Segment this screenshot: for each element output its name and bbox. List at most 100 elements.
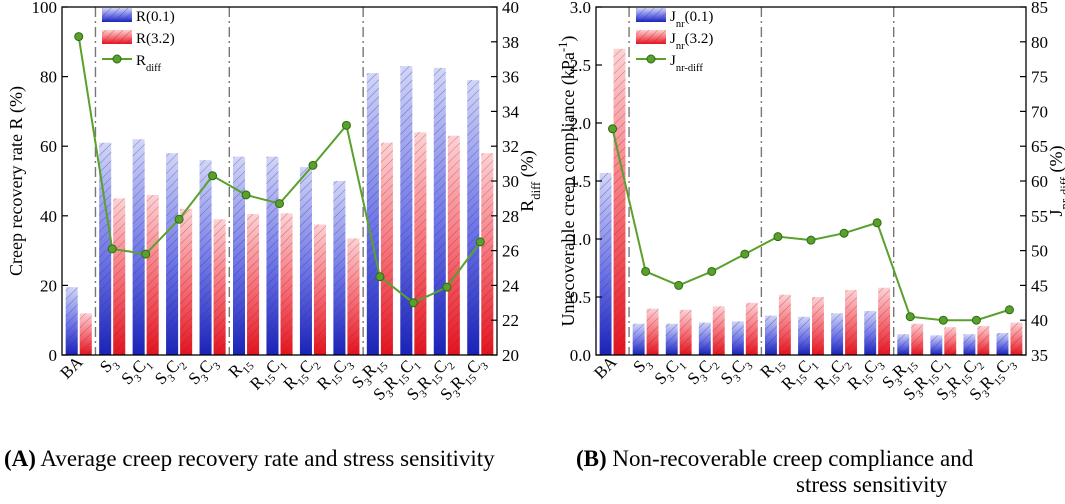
right-tick-label: 20 — [502, 346, 519, 365]
bar-hatch-Jnr(0.1) — [864, 310, 877, 355]
left-tick-label: 40 — [40, 207, 57, 226]
y2-axis-label-part: (%) — [517, 150, 538, 181]
legend-label-Jnr(0.1): Jnr(0.1) — [670, 9, 713, 30]
legend-label-Jnr(3.2): Jnr(3.2) — [670, 31, 713, 52]
bar-hatch-Jnr(3.2) — [745, 302, 758, 355]
legend-label-R(0.1): R(0.1) — [136, 9, 175, 25]
line-point-Rdiff — [275, 199, 284, 209]
legend-marker-Rdiff — [112, 54, 122, 64]
category-label: R15C2 — [811, 352, 855, 396]
y-axis-label: Unrecoverable creep compliance (kPa-1) — [556, 36, 579, 327]
bar-hatch-Jnr(0.1) — [798, 316, 810, 355]
right-tick-label: 36 — [502, 68, 519, 87]
category-label: S3C3 — [717, 352, 756, 391]
bar-hatch-Jnr(3.2) — [646, 308, 659, 355]
legend-swatch-hatch-Jnr(3.2) — [636, 30, 666, 44]
bar-hatch-R(0.1) — [366, 73, 379, 356]
y-axis-label-sup: -1 — [556, 42, 570, 53]
y2-axis-label-part: R — [517, 200, 537, 212]
caption-b-line2: stress sensitivity — [796, 472, 947, 497]
y2-axis-label-sub: nr-diff — [1058, 176, 1065, 209]
left-tick-label: 0.5 — [570, 288, 591, 307]
bar-hatch-R(3.2) — [113, 198, 126, 355]
series-line-Jnr-diff — [611, 128, 1010, 322]
bar-hatch-Jnr(3.2) — [878, 287, 891, 355]
left-tick-label: 3.0 — [570, 0, 591, 17]
legend-marker-Jnr-diff — [646, 54, 656, 64]
bar-hatch-Jnr(3.2) — [977, 326, 990, 355]
right-tick-label: 40 — [502, 0, 519, 17]
legend-label-Jnr(3.2)-part: (3.2) — [685, 31, 714, 47]
bar-hatch-R(3.2) — [247, 214, 260, 355]
line-point-Rdiff — [174, 214, 184, 224]
bar-hatch-R(0.1) — [400, 66, 413, 355]
caption-b-label: (B) — [576, 446, 607, 471]
left-tick-label: 20 — [40, 276, 57, 295]
category-label-base: BA — [590, 352, 621, 383]
right-tick-label: 22 — [502, 311, 519, 330]
line-point-Rdiff — [308, 160, 318, 170]
bar-hatch-Jnr(0.1) — [963, 334, 976, 355]
bar-hatch-R(3.2) — [414, 132, 427, 355]
bar-hatch-R(3.2) — [380, 142, 393, 355]
line-point-Jnr-diff — [938, 315, 948, 325]
legend-label-Jnr-diff-sub: nr-diff — [676, 63, 704, 74]
line-point-Jnr-diff — [740, 249, 750, 259]
line-point-Jnr-diff — [1004, 305, 1014, 315]
legend-label-Jnr-diff-part: J — [670, 53, 676, 69]
bar-hatch-R(3.2) — [481, 153, 494, 355]
bar-hatch-Jnr(3.2) — [812, 297, 824, 355]
line-point-Rdiff — [475, 237, 485, 247]
legend-label-Rdiff-part: R — [136, 53, 146, 69]
y-axis-label-part: Unrecoverable creep compliance (kPa — [558, 52, 579, 326]
caption-a-text: Average creep recovery rate and stress s… — [35, 446, 495, 471]
left-tick-label: 2.0 — [570, 114, 591, 133]
caption-b: (B) Non-recoverable creep compliance and — [576, 446, 973, 471]
bar-hatch-Jnr(3.2) — [778, 294, 791, 355]
category-label: S3R15C3 — [436, 352, 491, 407]
left-tick-label: 100 — [32, 0, 58, 17]
legend-label-Rdiff-sub: diff — [146, 63, 161, 74]
bar-hatch-Jnr(0.1) — [632, 323, 645, 355]
right-tick-label: 30 — [502, 172, 519, 191]
y-axis-label-part: ) — [558, 36, 579, 42]
legend-label-R(3.2)-part: R — [136, 31, 146, 47]
left-tick-label: 0.0 — [570, 346, 591, 365]
y2-axis-label-part: (%) — [1046, 146, 1065, 177]
line-point-Jnr-diff — [773, 232, 783, 242]
y2-axis-label-part: J — [1046, 209, 1065, 216]
line-point-Rdiff — [107, 244, 117, 254]
legend-label-Jnr(0.1)-part: (0.1) — [685, 9, 714, 25]
caption-b-text-line1: Non-recoverable creep compliance and — [606, 446, 974, 471]
line-point-Jnr-diff — [905, 312, 915, 322]
bar-hatch-R(0.1) — [199, 160, 212, 355]
category-label: BA — [590, 352, 621, 383]
line-point-Jnr-diff — [641, 266, 651, 276]
caption-a: (A) Average creep recovery rate and stre… — [4, 446, 495, 471]
legend-label-Rdiff: Rdiff — [136, 53, 161, 74]
category-label: BA — [56, 352, 87, 383]
legend-label-R(3.2): R(3.2) — [136, 31, 175, 47]
bar-hatch-R(0.1) — [232, 156, 246, 355]
line-point-Rdiff — [208, 171, 218, 181]
right-tick-label: 40 — [1031, 311, 1048, 330]
bar-hatch-R(3.2) — [146, 194, 159, 355]
bar-hatch-R(3.2) — [280, 213, 293, 355]
right-tick-label: 26 — [502, 242, 519, 261]
category-label: R15C3 — [313, 352, 357, 396]
line-point-Rdiff — [442, 282, 452, 292]
bar-hatch-R(0.1) — [99, 142, 112, 355]
bar-hatch-Jnr(0.1) — [930, 335, 943, 355]
bar-hatch-Jnr(3.2) — [911, 323, 924, 355]
caption-b-text-line2: stress sensitivity — [796, 472, 948, 497]
bar-hatch-R(3.2) — [213, 219, 226, 355]
bar-hatch-R(0.1) — [166, 153, 179, 355]
legend-label-Jnr(3.2)-sub: nr — [676, 41, 685, 52]
bar-hatch-R(0.1) — [266, 156, 279, 355]
legend-label-R(0.1)-part: (0.1) — [146, 9, 175, 25]
category-label: S3C1 — [118, 352, 157, 391]
left-tick-label: 1.0 — [570, 230, 591, 249]
category-label: S3R15 — [348, 352, 391, 395]
